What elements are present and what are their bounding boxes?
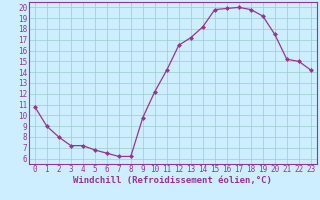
X-axis label: Windchill (Refroidissement éolien,°C): Windchill (Refroidissement éolien,°C) bbox=[73, 176, 272, 185]
